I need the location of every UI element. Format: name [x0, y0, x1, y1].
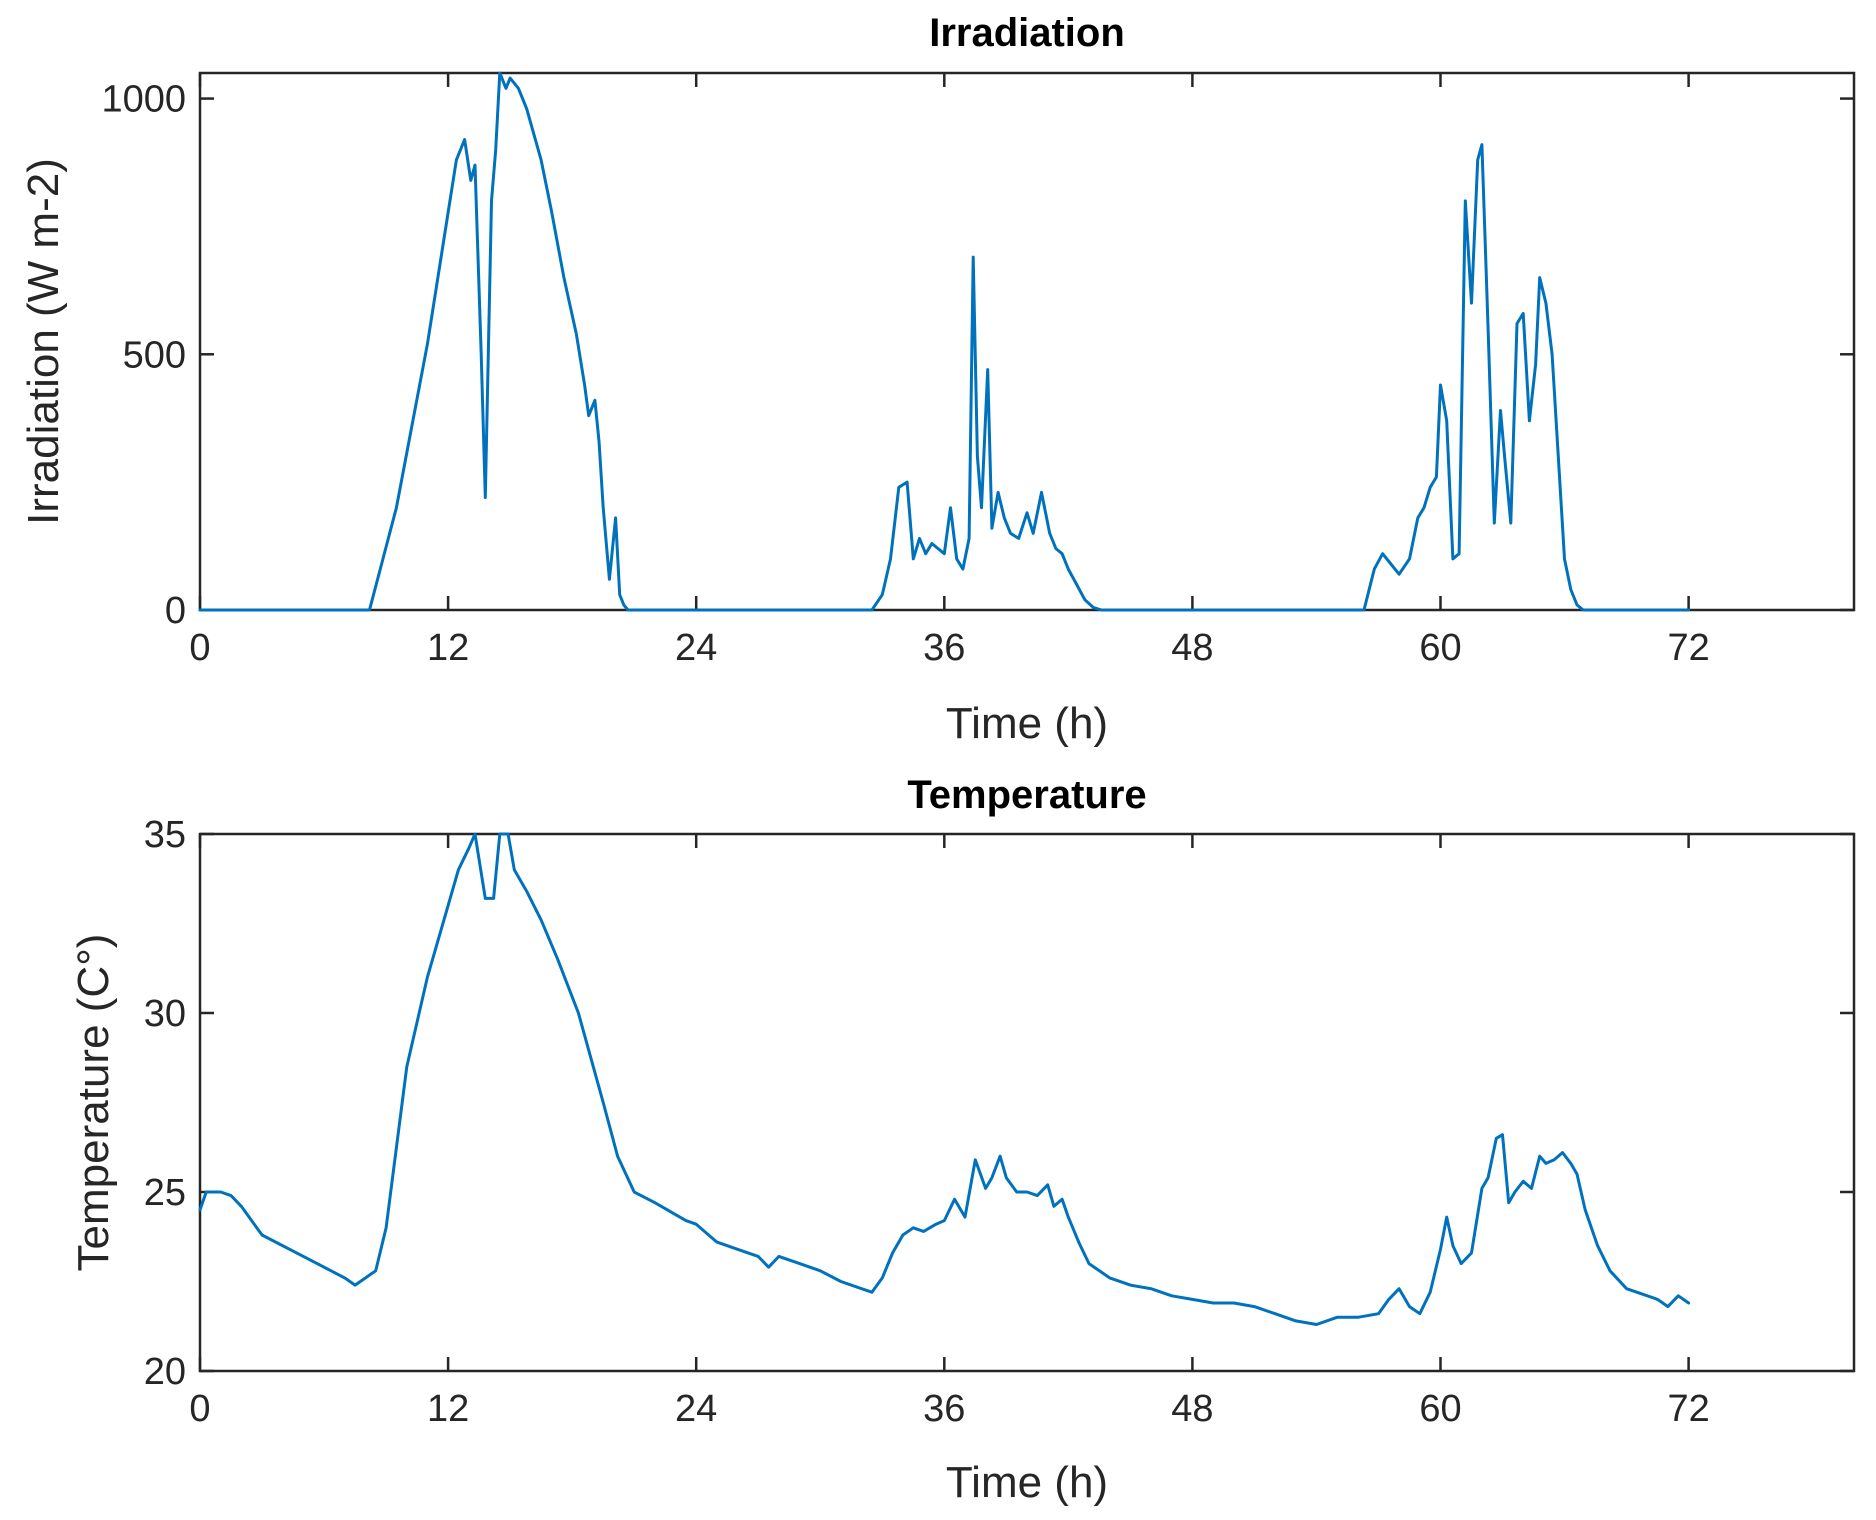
temperature-axes-box — [198, 832, 1856, 1373]
irradiation-x-ticks: 0 12 24 36 48 60 72 — [189, 73, 1710, 669]
temperature-x-tick-label: 60 — [1419, 1388, 1461, 1430]
temperature-x-tick-label: 12 — [427, 1388, 469, 1430]
irradiation-series-line — [198, 71, 1691, 612]
irradiation-y-axis-label: Irradiation (W m-2) — [19, 158, 68, 525]
irradiation-y-tick-label: 0 — [165, 590, 186, 632]
irradiation-y-ticks: 0 500 1000 — [101, 79, 1854, 632]
irradiation-y-tick-label: 1000 — [101, 79, 186, 121]
irradiation-x-tick-label: 60 — [1419, 627, 1461, 669]
temperature-y-tick-label: 35 — [144, 814, 186, 856]
temperature-y-tick-label: 30 — [144, 993, 186, 1035]
temperature-series-line — [198, 832, 1691, 1326]
irradiation-y-tick-label: 500 — [123, 334, 186, 376]
temperature-x-axis-label: Time (h) — [946, 1458, 1108, 1507]
temperature-x-tick-label: 36 — [923, 1388, 965, 1430]
temperature-title: Temperature — [907, 773, 1146, 817]
temperature-y-tick-label: 20 — [144, 1351, 186, 1393]
temperature-x-tick-label: 72 — [1667, 1388, 1709, 1430]
temperature-x-tick-label: 48 — [1171, 1388, 1213, 1430]
irradiation-x-tick-label: 0 — [189, 627, 210, 669]
temperature-chart: Temperature Time (h) Temperature (C°) 0 1… — [69, 773, 1856, 1507]
temperature-x-tick-label: 24 — [675, 1388, 717, 1430]
temperature-y-tick-label: 25 — [144, 1172, 186, 1214]
temperature-y-axis-label: Temperature (C°) — [69, 934, 118, 1272]
irradiation-x-tick-label: 12 — [427, 627, 469, 669]
irradiation-axes-box — [198, 71, 1856, 612]
temperature-x-tick-label: 0 — [189, 1388, 210, 1430]
irradiation-chart: Irradiation Time (h) Irradiation (W m-2)… — [19, 11, 1856, 748]
irradiation-x-axis-label: Time (h) — [946, 699, 1108, 748]
temperature-y-ticks: 20 25 30 35 — [144, 814, 1854, 1393]
irradiation-x-tick-label: 24 — [675, 627, 717, 669]
irradiation-title: Irradiation — [929, 11, 1125, 55]
irradiation-x-tick-label: 36 — [923, 627, 965, 669]
irradiation-x-tick-label: 48 — [1171, 627, 1213, 669]
temperature-x-ticks: 0 12 24 36 48 60 72 — [189, 834, 1710, 1430]
irradiation-x-tick-label: 72 — [1667, 627, 1709, 669]
